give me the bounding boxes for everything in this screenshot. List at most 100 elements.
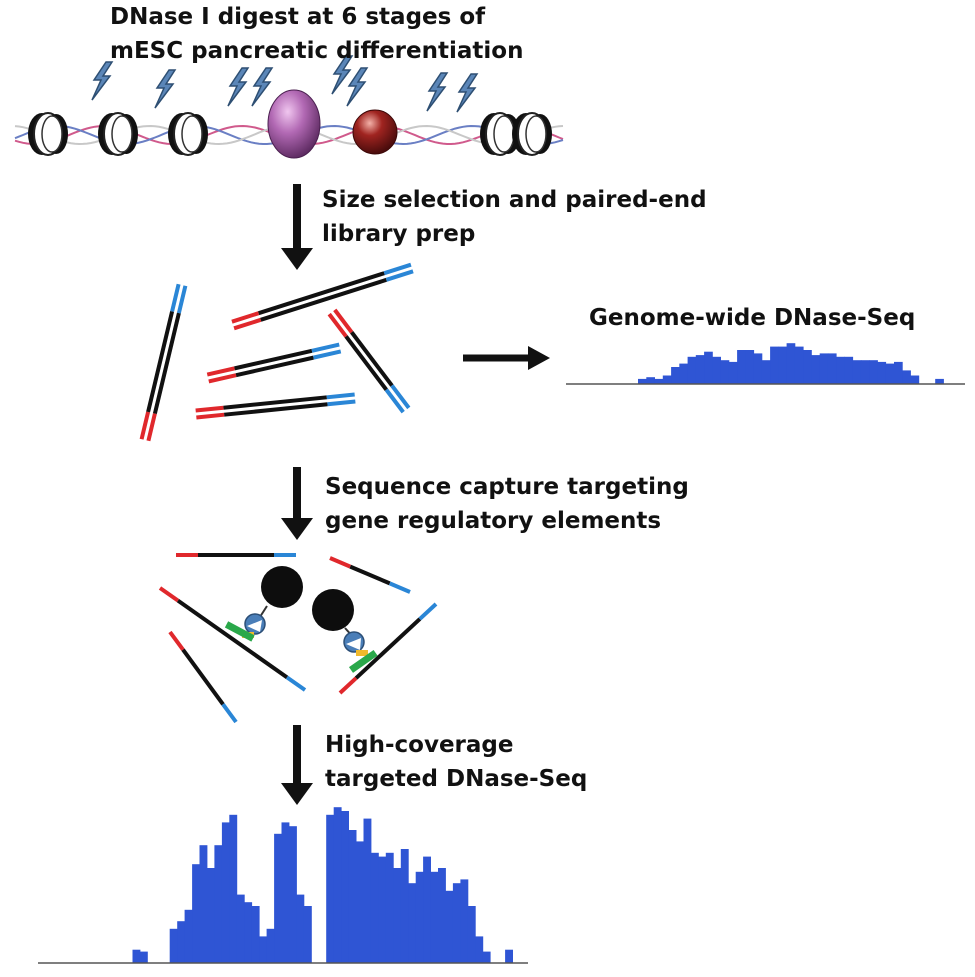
step2-line2: gene regulatory elements: [325, 508, 662, 534]
profile-bar: [214, 845, 223, 963]
profile-bar: [236, 894, 245, 963]
profile-bar: [378, 856, 387, 963]
histone-icon: [512, 112, 552, 156]
step2-line1: Sequence capture targeting: [325, 474, 689, 500]
profile-bar: [794, 346, 804, 384]
lightning-icon: [227, 67, 250, 107]
profile-bar: [720, 360, 730, 384]
profile-bar: [423, 856, 431, 963]
lightning-icon: [456, 73, 479, 113]
profile-bar: [770, 346, 779, 384]
profile-bar: [654, 378, 664, 384]
profile-bar: [646, 377, 655, 384]
profile-bar: [259, 936, 268, 963]
profile-bar: [460, 879, 469, 963]
profile-bar: [445, 890, 454, 963]
protein-icon: [267, 89, 321, 159]
title-line2: mESC pancreatic differentiation: [110, 38, 524, 64]
profile-bar: [935, 378, 944, 384]
profile-bar: [326, 814, 335, 963]
arrow-icon: [463, 346, 550, 370]
profile-bar: [786, 343, 796, 384]
profile-bar: [385, 852, 394, 963]
targeted-profile: [132, 807, 513, 963]
profile-bar: [475, 936, 484, 963]
lightning-icon: [251, 67, 274, 107]
profile-bar: [505, 949, 513, 963]
profile-bar: [761, 360, 771, 384]
profile-bar: [177, 921, 186, 963]
profile-bar: [132, 949, 141, 963]
protein-icon: [352, 109, 398, 155]
profile-bar: [860, 360, 870, 384]
profile-bar: [169, 928, 178, 963]
profile-bar: [695, 355, 705, 384]
dna-fragment: [139, 283, 188, 442]
histone-icon: [98, 112, 138, 156]
dna-fragment: [195, 392, 356, 420]
profile-bar: [753, 353, 763, 384]
profile-bar: [803, 350, 812, 384]
bead-icon: [312, 589, 354, 631]
profile-bar: [184, 909, 193, 963]
profile-bar: [296, 894, 305, 963]
captured-fragment: [158, 586, 307, 692]
step1-line1: Size selection and paired-end: [322, 187, 707, 213]
profile-bar: [415, 871, 424, 963]
profile-bar: [281, 822, 290, 963]
profile-bar: [363, 818, 372, 963]
profile-bar: [737, 350, 746, 384]
histone-group: [28, 112, 552, 156]
title-line1: DNase I digest at 6 stages of: [110, 4, 486, 30]
lightning-icon: [331, 55, 354, 95]
profile-bar: [728, 361, 738, 384]
profile-bar: [885, 363, 895, 384]
capture-group: [158, 553, 438, 724]
profile-bar: [139, 951, 148, 963]
profile-bar: [244, 902, 253, 963]
profile-bar: [221, 822, 230, 963]
dna-fragment: [206, 342, 342, 384]
profile-bar: [430, 871, 439, 963]
profile-bar: [869, 360, 878, 384]
captured-fragment: [168, 630, 238, 724]
profile-bar: [811, 355, 821, 384]
captured-fragment: [329, 556, 411, 594]
profile-bar: [852, 360, 862, 384]
profile-bar: [877, 361, 887, 384]
profile-bar: [452, 883, 461, 963]
profile-bar: [370, 852, 379, 963]
profile-bar: [844, 356, 854, 384]
profile-bar: [207, 868, 215, 963]
bead-icon: [261, 566, 303, 608]
profile-bar: [638, 378, 647, 384]
step3-line2: targeted DNase-Seq: [325, 766, 588, 792]
profile-bar: [400, 849, 409, 963]
profile-bar: [836, 356, 845, 384]
profile-bar: [274, 833, 282, 963]
profile-bar: [289, 826, 297, 963]
step3-line1: High-coverage: [325, 732, 514, 758]
profile-bar: [902, 370, 911, 384]
profile-bar: [348, 830, 357, 963]
profile-bar: [356, 841, 364, 963]
profile-bar: [393, 868, 402, 963]
genome-wide-profile: [638, 343, 944, 384]
lightning-icon: [154, 69, 177, 109]
genome-wide-label: Genome-wide DNase-Seq: [589, 305, 916, 331]
profile-bar: [303, 906, 312, 963]
profile-bar: [687, 356, 697, 384]
profile-bar: [704, 351, 713, 384]
arrow-icon: [281, 725, 313, 805]
dna-fragment: [231, 262, 414, 331]
profile-bar: [251, 906, 260, 963]
profile-bar: [662, 375, 672, 384]
profile-bar: [229, 814, 238, 963]
profile-bar: [467, 906, 476, 963]
profile-bar: [819, 353, 829, 384]
profile-bar: [482, 951, 491, 963]
lightning-group: [91, 55, 479, 113]
profile-bar: [199, 845, 208, 963]
